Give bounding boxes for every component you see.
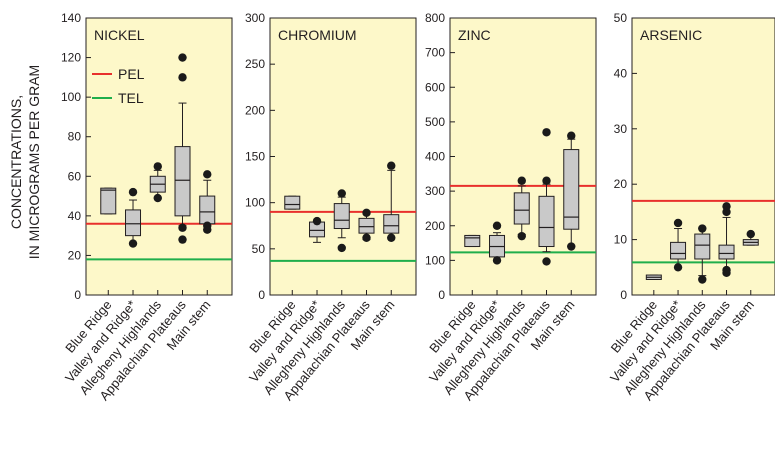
outlier-point	[153, 162, 162, 171]
y-tick-label: 400	[425, 150, 445, 164]
outlier-point	[722, 265, 731, 275]
outlier-point	[178, 73, 187, 82]
outlier-point	[362, 233, 371, 242]
y-tick-label: 0	[438, 288, 445, 302]
box	[333, 203, 350, 230]
y-axis-title-line-1: CONCENTRATIONS,	[8, 95, 24, 229]
box	[174, 146, 191, 217]
y-tick-label: 250	[245, 57, 265, 71]
panel-background	[269, 17, 417, 296]
outlier-point	[517, 176, 526, 185]
outlier-point	[387, 233, 396, 242]
y-tick-label: 50	[614, 11, 628, 25]
y-tick-label: 0	[620, 288, 627, 302]
y-tick-label: 60	[68, 169, 82, 183]
y-tick-label: 0	[74, 288, 81, 302]
box	[694, 233, 711, 260]
outlier-point	[517, 231, 526, 241]
panel-title: ZINC	[458, 27, 491, 43]
y-tick-label: 100	[425, 253, 445, 267]
y-tick-label: 300	[245, 11, 265, 25]
y-tick-label: 10	[614, 233, 628, 247]
box	[464, 234, 481, 248]
box	[199, 195, 216, 225]
outlier-point	[312, 216, 322, 226]
outlier-point	[542, 128, 551, 137]
outlier-point	[203, 221, 212, 230]
outlier-point	[337, 189, 346, 198]
outlier-point	[673, 263, 683, 272]
box	[125, 209, 142, 237]
outlier-point	[337, 243, 346, 253]
y-tick-label: 200	[425, 219, 445, 233]
outlier-point	[492, 221, 502, 230]
y-tick-label: 20	[614, 177, 628, 191]
outlier-point	[722, 202, 731, 211]
y-tick-label: 80	[68, 130, 82, 144]
outlier-point	[178, 223, 187, 232]
y-tick-label: 300	[425, 184, 445, 198]
box	[718, 244, 735, 260]
box	[284, 195, 301, 210]
outlier-point	[698, 275, 707, 284]
box	[100, 187, 117, 215]
y-tick-label: 50	[252, 242, 266, 256]
outlier-point	[128, 239, 138, 248]
y-tick-label: 30	[614, 122, 628, 136]
legend-tel-label: TEL	[118, 90, 144, 106]
outlier-point	[698, 224, 707, 233]
outlier-point	[203, 170, 212, 179]
panel-background	[85, 17, 233, 296]
y-tick-label: 800	[425, 11, 445, 25]
outlier-point	[387, 161, 396, 170]
y-tick-label: 0	[258, 288, 265, 302]
box	[563, 149, 580, 230]
outlier-point	[542, 176, 551, 185]
y-axis-title-line-2: IN MICROGRAMS PER GRAM	[26, 65, 42, 259]
outlier-point	[567, 131, 576, 140]
legend-pel-label: PEL	[118, 66, 145, 82]
y-tick-label: 600	[425, 80, 445, 94]
y-tick-label: 100	[245, 196, 265, 210]
outlier-point	[178, 235, 187, 244]
y-tick-label: 700	[425, 46, 445, 60]
outlier-point	[128, 187, 138, 197]
panel-title: ARSENIC	[640, 27, 702, 43]
outlier-point	[673, 218, 683, 228]
outlier-point	[178, 53, 187, 62]
y-tick-label: 500	[425, 115, 445, 129]
y-tick-label: 200	[245, 103, 265, 117]
y-tick-label: 40	[614, 66, 628, 80]
outlier-point	[567, 242, 576, 251]
y-tick-label: 40	[68, 209, 82, 223]
box	[383, 214, 400, 234]
y-tick-label: 140	[61, 11, 81, 25]
y-tick-label: 20	[68, 248, 82, 262]
y-tick-label: 150	[245, 150, 265, 164]
outlier-point	[542, 257, 551, 266]
outlier-point	[153, 193, 162, 203]
panel-title: CHROMIUM	[278, 27, 357, 43]
panel-title: NICKEL	[94, 27, 145, 43]
outlier-point	[746, 229, 755, 239]
y-tick-label: 120	[61, 51, 81, 65]
y-tick-label: 100	[61, 90, 81, 104]
box	[538, 195, 555, 248]
box	[513, 192, 530, 225]
outlier-point	[362, 208, 371, 218]
outlier-point	[492, 256, 502, 265]
box	[670, 241, 687, 260]
box	[358, 217, 375, 234]
